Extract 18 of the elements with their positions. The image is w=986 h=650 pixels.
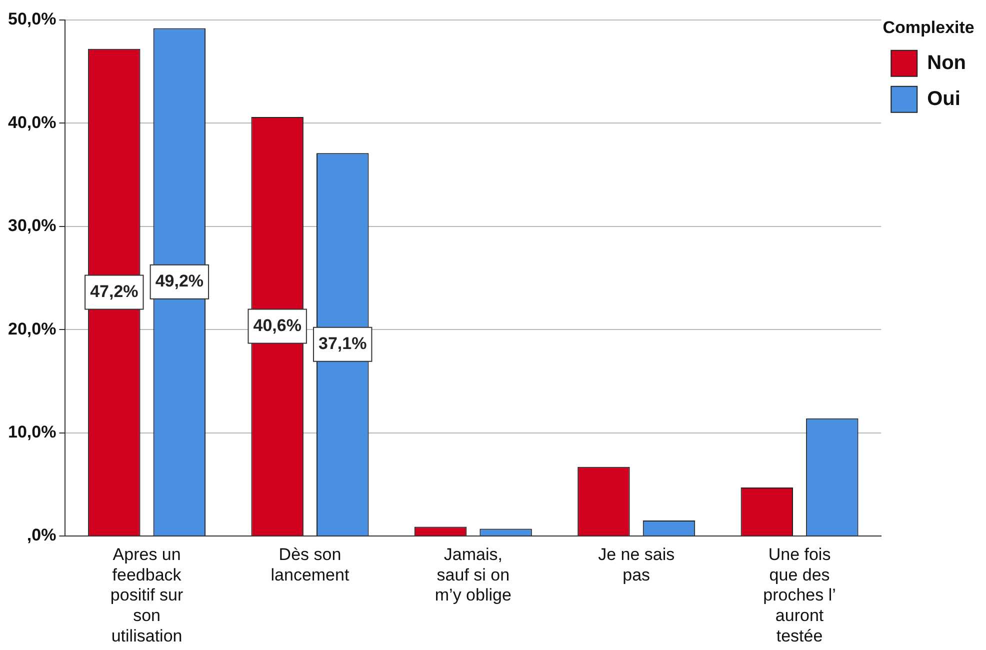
y-tick-label: 10,0%	[8, 422, 56, 442]
y-tick-label: 20,0%	[8, 319, 56, 338]
x-tick-label: Apres un feedback positif sur son utilisation	[110, 544, 184, 646]
data-label: 49,2%	[155, 272, 204, 291]
y-tick-label: 30,0%	[8, 216, 56, 236]
x-tick-label: Jamais, sauf si on m’y oblige	[434, 544, 512, 605]
legend-title: Complexite	[882, 18, 974, 38]
data-label: 40,6%	[253, 316, 302, 335]
x-tick-label: Dès son lancement	[270, 544, 350, 584]
legend-label: Oui	[927, 88, 960, 110]
x-tick-label: Une fois que des proches l’ auront testée	[763, 544, 836, 646]
legend-label: Non	[927, 52, 966, 74]
y-tick-label: 40,0%	[8, 112, 56, 132]
y-tick-label: 50,0%	[8, 10, 56, 29]
data-label: 47,2%	[90, 282, 138, 301]
x-tick-label: Je ne sais pas	[598, 544, 675, 584]
y-tick-label: ,0%	[26, 526, 56, 545]
data-label: 37,1%	[318, 334, 367, 353]
